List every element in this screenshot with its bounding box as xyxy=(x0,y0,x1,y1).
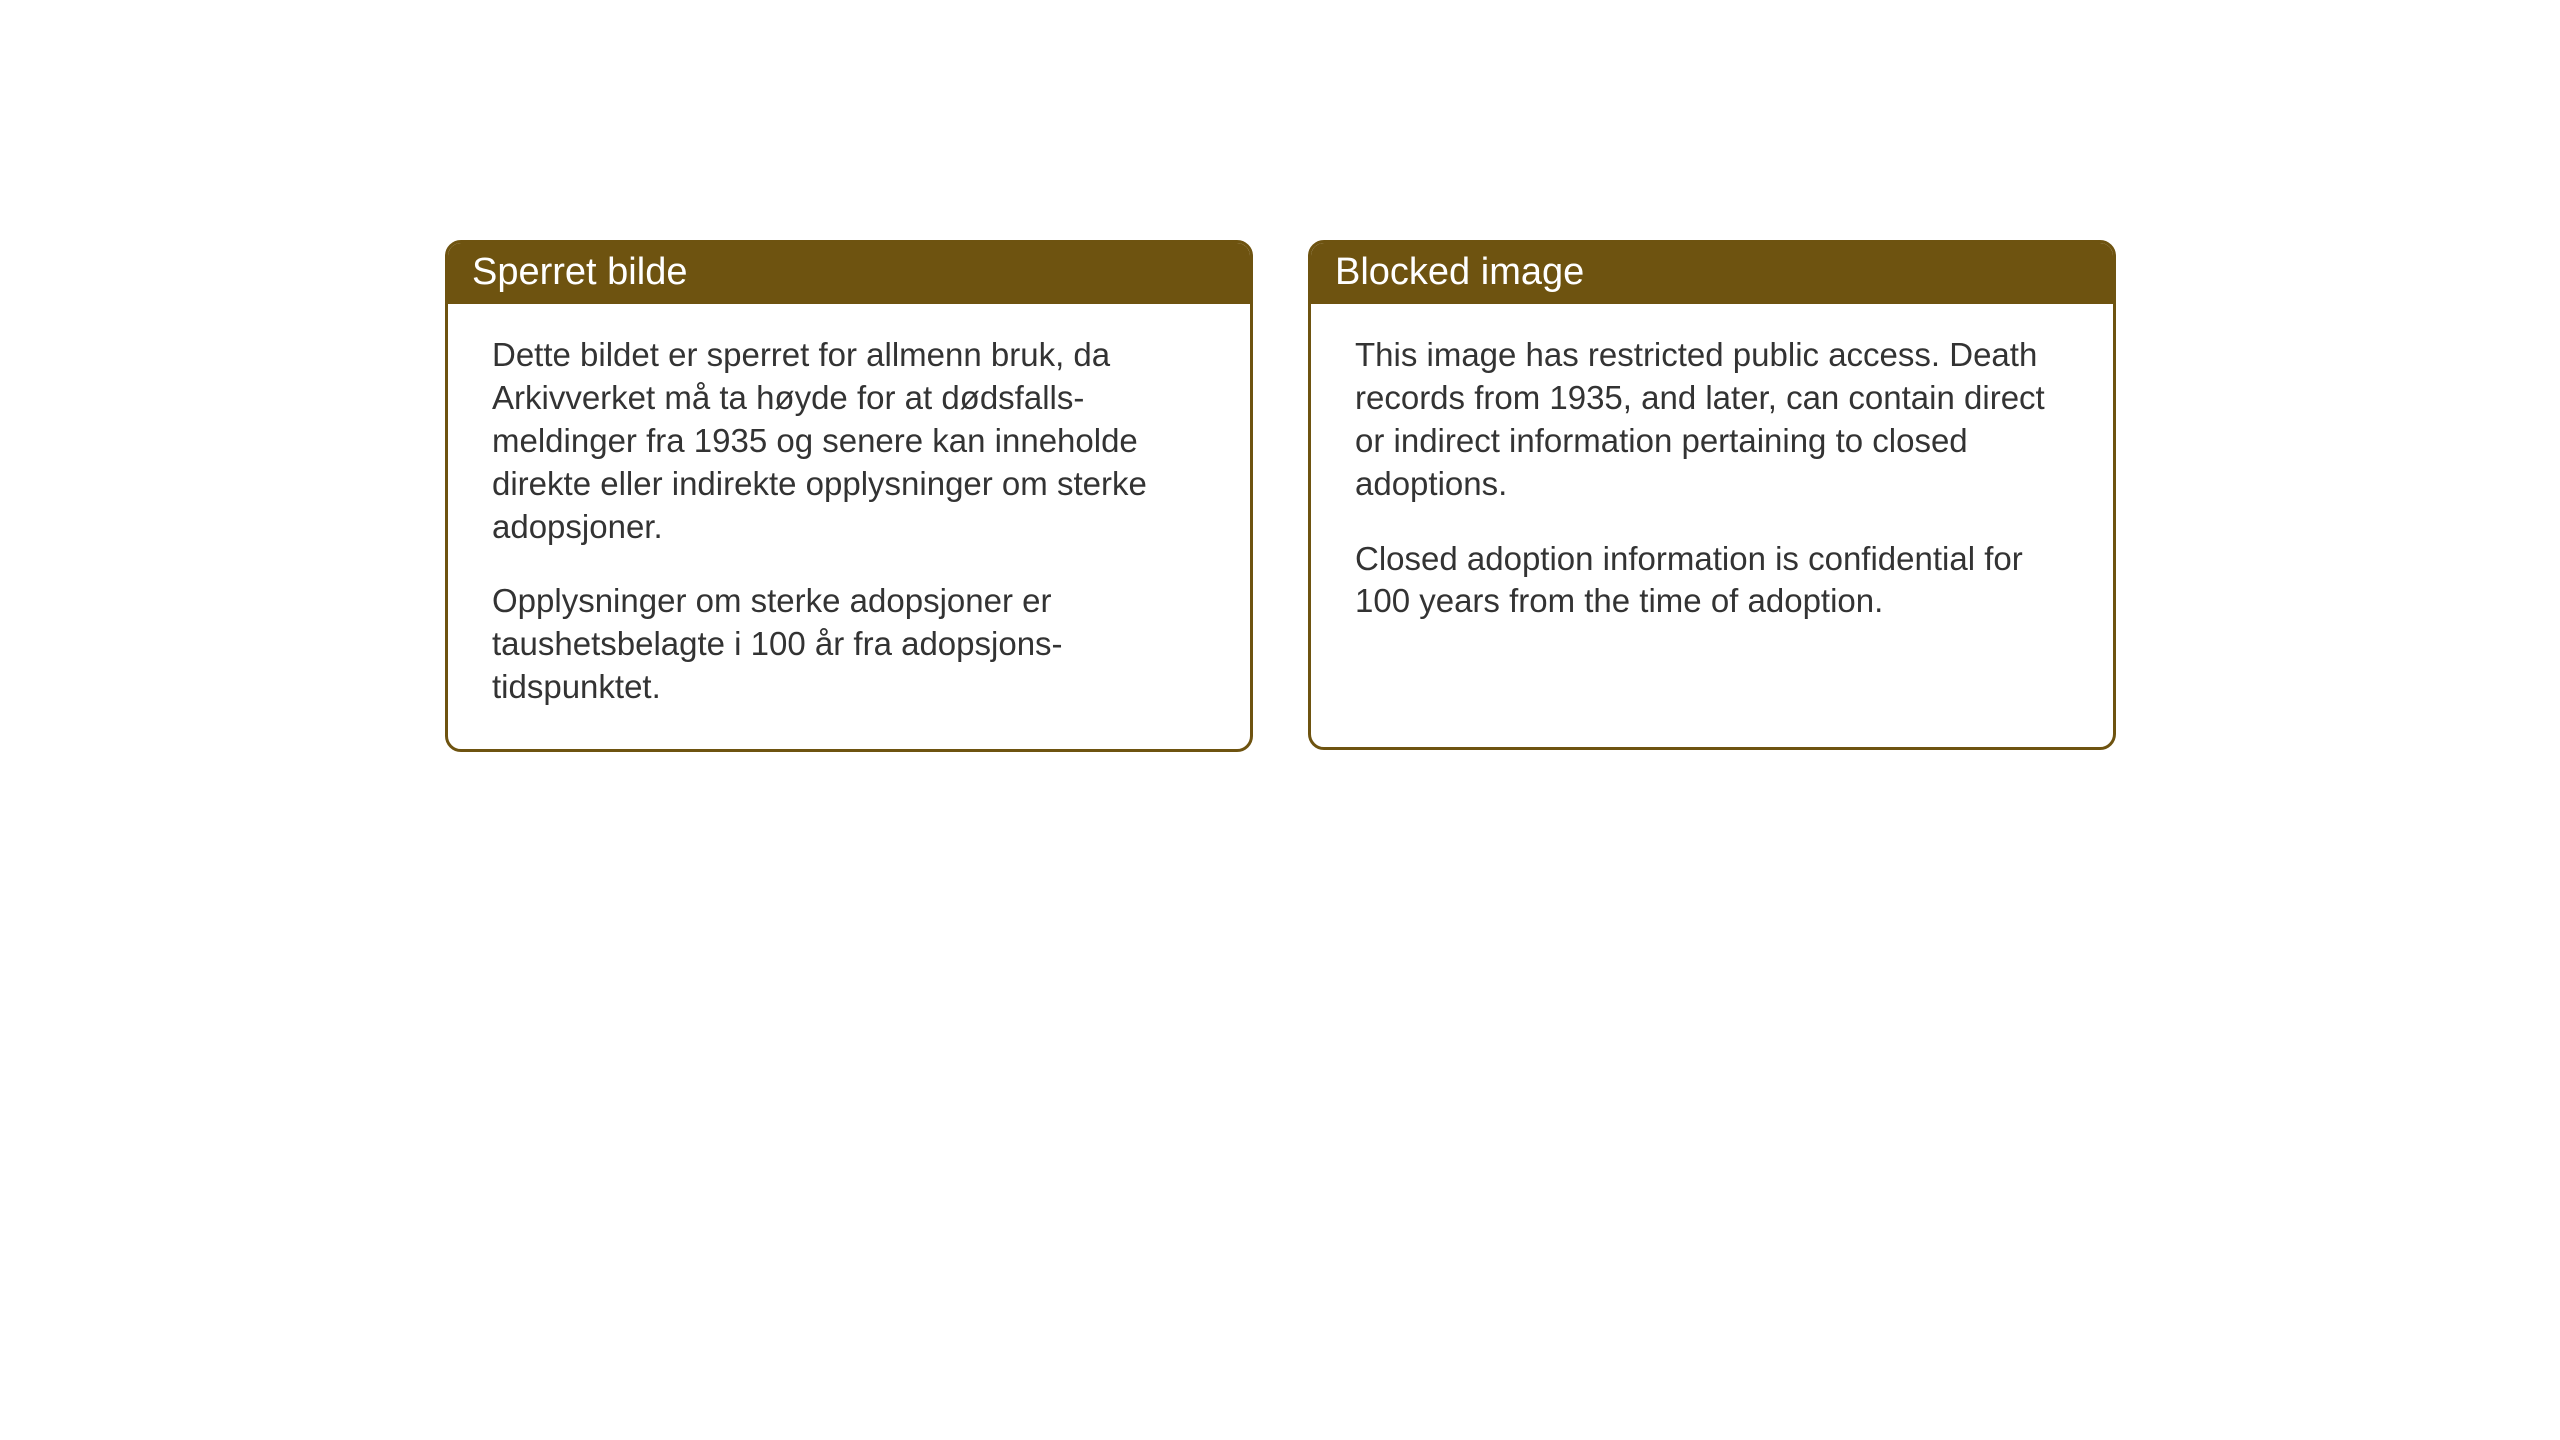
card-body-norwegian: Dette bildet er sperret for allmenn bruk… xyxy=(448,304,1250,749)
card-header-english: Blocked image xyxy=(1311,243,2113,304)
card-body-english: This image has restricted public access.… xyxy=(1311,304,2113,663)
notice-paragraph-2-english: Closed adoption information is confident… xyxy=(1355,538,2069,624)
notice-paragraph-1-english: This image has restricted public access.… xyxy=(1355,334,2069,506)
notice-card-norwegian: Sperret bilde Dette bildet er sperret fo… xyxy=(445,240,1253,752)
notice-card-english: Blocked image This image has restricted … xyxy=(1308,240,2116,750)
notice-container: Sperret bilde Dette bildet er sperret fo… xyxy=(445,240,2116,752)
card-header-norwegian: Sperret bilde xyxy=(448,243,1250,304)
notice-paragraph-2-norwegian: Opplysninger om sterke adopsjoner er tau… xyxy=(492,580,1206,709)
notice-paragraph-1-norwegian: Dette bildet er sperret for allmenn bruk… xyxy=(492,334,1206,548)
